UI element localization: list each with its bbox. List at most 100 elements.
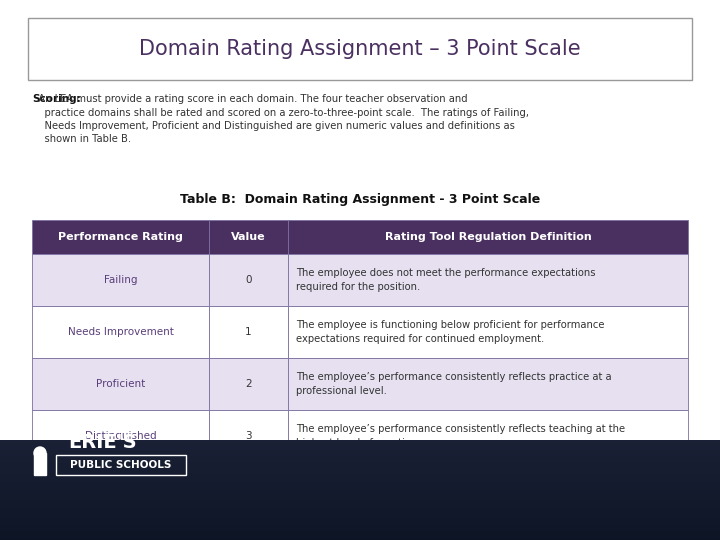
Bar	[209, 358, 288, 410]
Text: Rating Tool Regulation Definition: Rating Tool Regulation Definition	[384, 232, 591, 242]
Text: Performance Rating: Performance Rating	[58, 232, 183, 242]
Bar	[0, 503, 720, 505]
Bar	[32, 306, 209, 358]
Bar	[32, 358, 209, 410]
Text: The employee’s performance consistently reflects practice at a
professional leve: The employee’s performance consistently …	[296, 373, 611, 396]
Bar	[0, 506, 720, 508]
Bar	[0, 441, 720, 443]
Bar	[0, 464, 720, 467]
Bar	[0, 461, 720, 463]
Bar	[288, 410, 688, 462]
Bar	[0, 481, 720, 483]
Bar	[209, 306, 288, 358]
Bar	[0, 500, 720, 502]
Text: The employee does not meet the performance expectations
required for the positio: The employee does not meet the performan…	[296, 268, 595, 292]
Bar	[0, 511, 720, 514]
Bar	[0, 448, 720, 450]
Text: shown in Table B.: shown in Table B.	[32, 134, 131, 145]
Bar	[32, 220, 209, 254]
Bar	[209, 410, 288, 462]
Bar	[209, 254, 288, 306]
Text: Distinguished: Distinguished	[85, 431, 156, 441]
Bar	[0, 528, 720, 530]
Bar	[0, 516, 720, 518]
Bar	[0, 535, 720, 537]
Bar	[0, 513, 720, 515]
Bar	[209, 220, 288, 254]
Bar	[0, 493, 720, 495]
Bar	[0, 491, 720, 494]
Text: The employee is functioning below proficient for performance
expectations requir: The employee is functioning below profic…	[296, 320, 604, 343]
Text: 2: 2	[246, 379, 252, 389]
Bar	[0, 478, 720, 480]
Bar	[56, 455, 186, 475]
Bar	[0, 444, 720, 447]
Bar	[0, 476, 720, 478]
Bar	[0, 468, 720, 470]
Text: Domain Rating Assignment – 3 Point Scale: Domain Rating Assignment – 3 Point Scale	[139, 39, 581, 59]
Bar	[0, 480, 720, 482]
Bar	[0, 473, 720, 475]
Bar	[0, 460, 720, 462]
Bar	[0, 488, 720, 490]
Bar	[0, 533, 720, 535]
Bar	[34, 453, 46, 475]
Bar	[0, 521, 720, 523]
Bar	[0, 515, 720, 517]
Bar	[0, 495, 720, 497]
Text: An LEA must provide a rating score in each domain. The four teacher observation : An LEA must provide a rating score in ea…	[32, 94, 467, 104]
Bar	[0, 526, 720, 528]
Text: 1: 1	[246, 327, 252, 337]
Bar	[0, 489, 720, 491]
Bar	[0, 530, 720, 532]
Bar	[0, 498, 720, 500]
Text: Needs Improvement: Needs Improvement	[68, 327, 174, 337]
Bar	[0, 504, 720, 507]
Bar	[0, 475, 720, 477]
Bar	[0, 501, 720, 503]
Bar	[0, 451, 720, 454]
Text: PUBLIC SCHOOLS: PUBLIC SCHOOLS	[71, 460, 171, 470]
Text: Value: Value	[231, 232, 266, 242]
Text: practice domains shall be rated and scored on a zero-to-three-point scale.  The : practice domains shall be rated and scor…	[32, 107, 529, 118]
Bar	[0, 519, 720, 522]
Circle shape	[34, 447, 46, 459]
Text: Needs Improvement, Proficient and Distinguished are given numeric values and def: Needs Improvement, Proficient and Distin…	[32, 121, 515, 131]
Text: Scoring:: Scoring:	[32, 94, 81, 104]
Bar	[0, 463, 720, 465]
Text: Proficient: Proficient	[96, 379, 145, 389]
Bar	[0, 440, 720, 442]
Bar	[0, 518, 720, 520]
Bar	[0, 471, 720, 474]
Text: 0: 0	[246, 275, 252, 285]
Bar	[0, 524, 720, 526]
Bar	[0, 455, 720, 457]
Bar	[0, 536, 720, 538]
Bar	[0, 483, 720, 485]
Text: Failing: Failing	[104, 275, 138, 285]
Bar	[28, 18, 692, 80]
Bar	[0, 523, 720, 525]
Text: 3: 3	[246, 431, 252, 441]
Bar	[0, 486, 720, 488]
Bar	[0, 510, 720, 512]
Bar	[0, 453, 720, 455]
Bar	[0, 466, 720, 468]
Bar	[288, 220, 688, 254]
Text: The employee’s performance consistently reflects teaching at the
highest level o: The employee’s performance consistently …	[296, 424, 625, 448]
Bar	[0, 469, 720, 471]
Bar	[0, 531, 720, 534]
Bar	[288, 254, 688, 306]
Bar	[0, 456, 720, 458]
Bar	[0, 508, 720, 510]
Bar	[32, 410, 209, 462]
Bar	[0, 484, 720, 487]
Bar	[288, 358, 688, 410]
Bar	[0, 458, 720, 460]
Text: ERIE'S: ERIE'S	[68, 434, 137, 453]
Bar	[0, 446, 720, 448]
Bar	[0, 449, 720, 451]
Bar	[0, 443, 720, 445]
Bar	[288, 306, 688, 358]
Bar	[0, 538, 720, 540]
